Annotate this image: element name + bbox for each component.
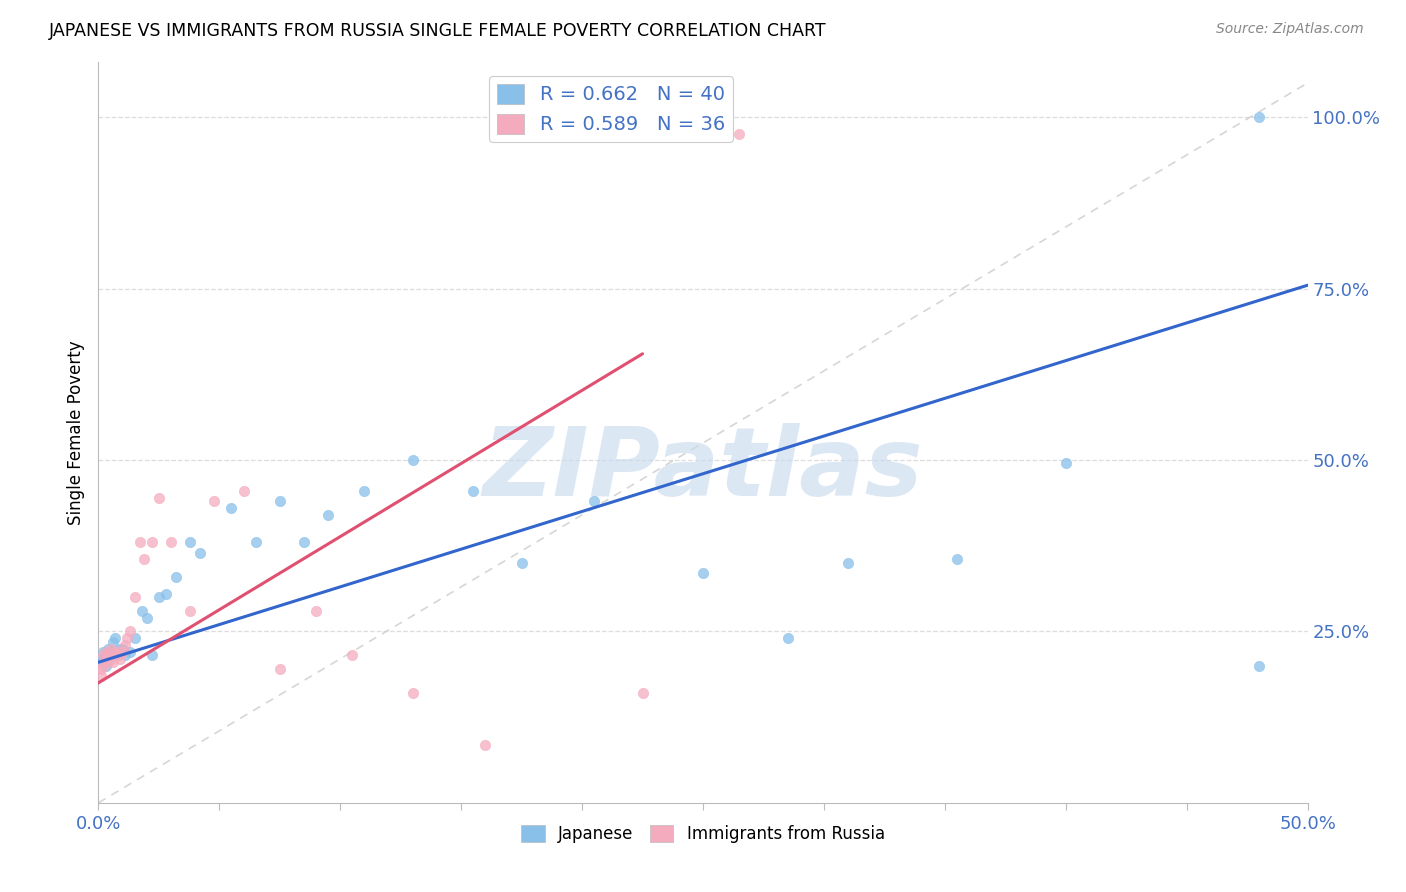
Point	[124, 632, 146, 646]
Point	[402, 686, 425, 700]
Point	[91, 645, 114, 659]
Point	[134, 552, 156, 566]
Point	[463, 483, 485, 498]
Point	[94, 648, 117, 663]
Point	[232, 483, 254, 498]
Point	[97, 655, 120, 669]
Point	[90, 662, 112, 676]
Point	[107, 645, 129, 659]
Point	[107, 648, 129, 663]
Point	[90, 669, 112, 683]
Point	[131, 604, 153, 618]
Point	[111, 641, 134, 656]
Point	[353, 483, 375, 498]
Point	[104, 645, 127, 659]
Point	[91, 652, 114, 666]
Point	[90, 655, 112, 669]
Point	[100, 652, 122, 666]
Point	[97, 641, 120, 656]
Point	[179, 535, 201, 549]
Text: ZIPatlas: ZIPatlas	[482, 423, 924, 516]
Point	[155, 587, 177, 601]
Point	[108, 652, 131, 666]
Point	[583, 494, 606, 508]
Point	[111, 645, 134, 659]
Point	[946, 552, 969, 566]
Point	[316, 508, 339, 522]
Point	[124, 590, 146, 604]
Text: Source: ZipAtlas.com: Source: ZipAtlas.com	[1216, 22, 1364, 37]
Point	[188, 545, 211, 559]
Legend: Japanese, Immigrants from Russia: Japanese, Immigrants from Russia	[515, 819, 891, 850]
Point	[100, 645, 122, 659]
Point	[245, 535, 267, 549]
Point	[97, 652, 120, 666]
Y-axis label: Single Female Poverty: Single Female Poverty	[67, 341, 86, 524]
Point	[728, 128, 751, 142]
Point	[148, 590, 170, 604]
Point	[128, 535, 150, 549]
Point	[141, 648, 163, 663]
Point	[114, 648, 136, 663]
Point	[510, 556, 533, 570]
Point	[91, 648, 114, 663]
Point	[269, 494, 291, 508]
Point	[474, 738, 496, 752]
Point	[776, 632, 799, 646]
Point	[179, 604, 201, 618]
Point	[101, 634, 124, 648]
Point	[118, 645, 141, 659]
Point	[305, 604, 328, 618]
Point	[402, 453, 425, 467]
Point	[97, 648, 120, 663]
Point	[94, 658, 117, 673]
Point	[204, 494, 226, 508]
Point	[104, 632, 127, 646]
Point	[269, 662, 291, 676]
Point	[1054, 457, 1077, 471]
Point	[114, 638, 136, 652]
Point	[101, 655, 124, 669]
Point	[1249, 110, 1271, 124]
Point	[100, 641, 122, 656]
Point	[118, 624, 141, 639]
Point	[165, 569, 187, 583]
Point	[292, 535, 315, 549]
Point	[631, 686, 654, 700]
Point	[94, 645, 117, 659]
Point	[91, 658, 114, 673]
Point	[141, 535, 163, 549]
Point	[160, 535, 183, 549]
Point	[104, 648, 127, 663]
Point	[108, 641, 131, 656]
Point	[101, 648, 124, 663]
Point	[135, 610, 157, 624]
Point	[692, 566, 714, 581]
Point	[117, 632, 139, 646]
Point	[94, 652, 117, 666]
Point	[837, 556, 859, 570]
Point	[1249, 658, 1271, 673]
Point	[148, 491, 170, 505]
Point	[342, 648, 364, 663]
Text: JAPANESE VS IMMIGRANTS FROM RUSSIA SINGLE FEMALE POVERTY CORRELATION CHART: JAPANESE VS IMMIGRANTS FROM RUSSIA SINGL…	[49, 22, 827, 40]
Point	[221, 501, 243, 516]
Point	[107, 648, 129, 663]
